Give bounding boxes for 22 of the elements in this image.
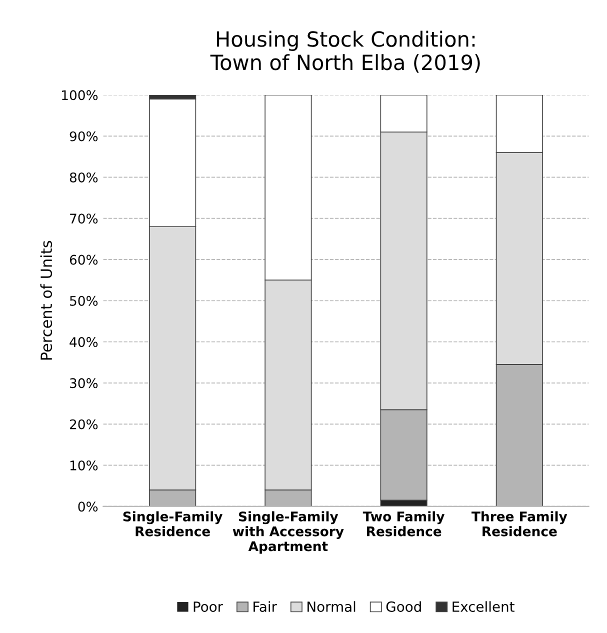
x-tick-label: Three Family Residence — [472, 511, 568, 536]
y-tick-label: 90% — [70, 131, 98, 142]
legend-label: Good — [386, 601, 421, 612]
y-tick-label: 80% — [70, 172, 98, 182]
y-tick-label: 30% — [70, 378, 98, 388]
legend-label: Excellent — [452, 601, 514, 612]
legend-label: Poor — [194, 602, 224, 612]
y-tick-label: 0% — [78, 502, 98, 512]
y-axis-title: Percent of Units — [40, 240, 52, 360]
x-tick-label: Single-Family Residence — [123, 511, 222, 536]
y-tick-label: 40% — [70, 337, 98, 348]
y-tick-label: 100% — [62, 90, 98, 100]
x-tick-label: Single-Family with Accessory Apartment — [232, 511, 344, 554]
chart-title: Housing Stock Condition: Town of North Elba (2019) — [210, 30, 480, 73]
y-tick-label: 70% — [70, 214, 98, 224]
y-tick-label: 50% — [70, 296, 98, 306]
x-tick-label: Two Family Residence — [362, 511, 445, 536]
y-tick-label: 60% — [70, 254, 98, 265]
y-tick-label: 10% — [70, 460, 98, 470]
y-tick-label: 20% — [70, 419, 98, 430]
legend-label: Fair — [254, 601, 278, 612]
legend-label: Normal — [308, 601, 356, 612]
